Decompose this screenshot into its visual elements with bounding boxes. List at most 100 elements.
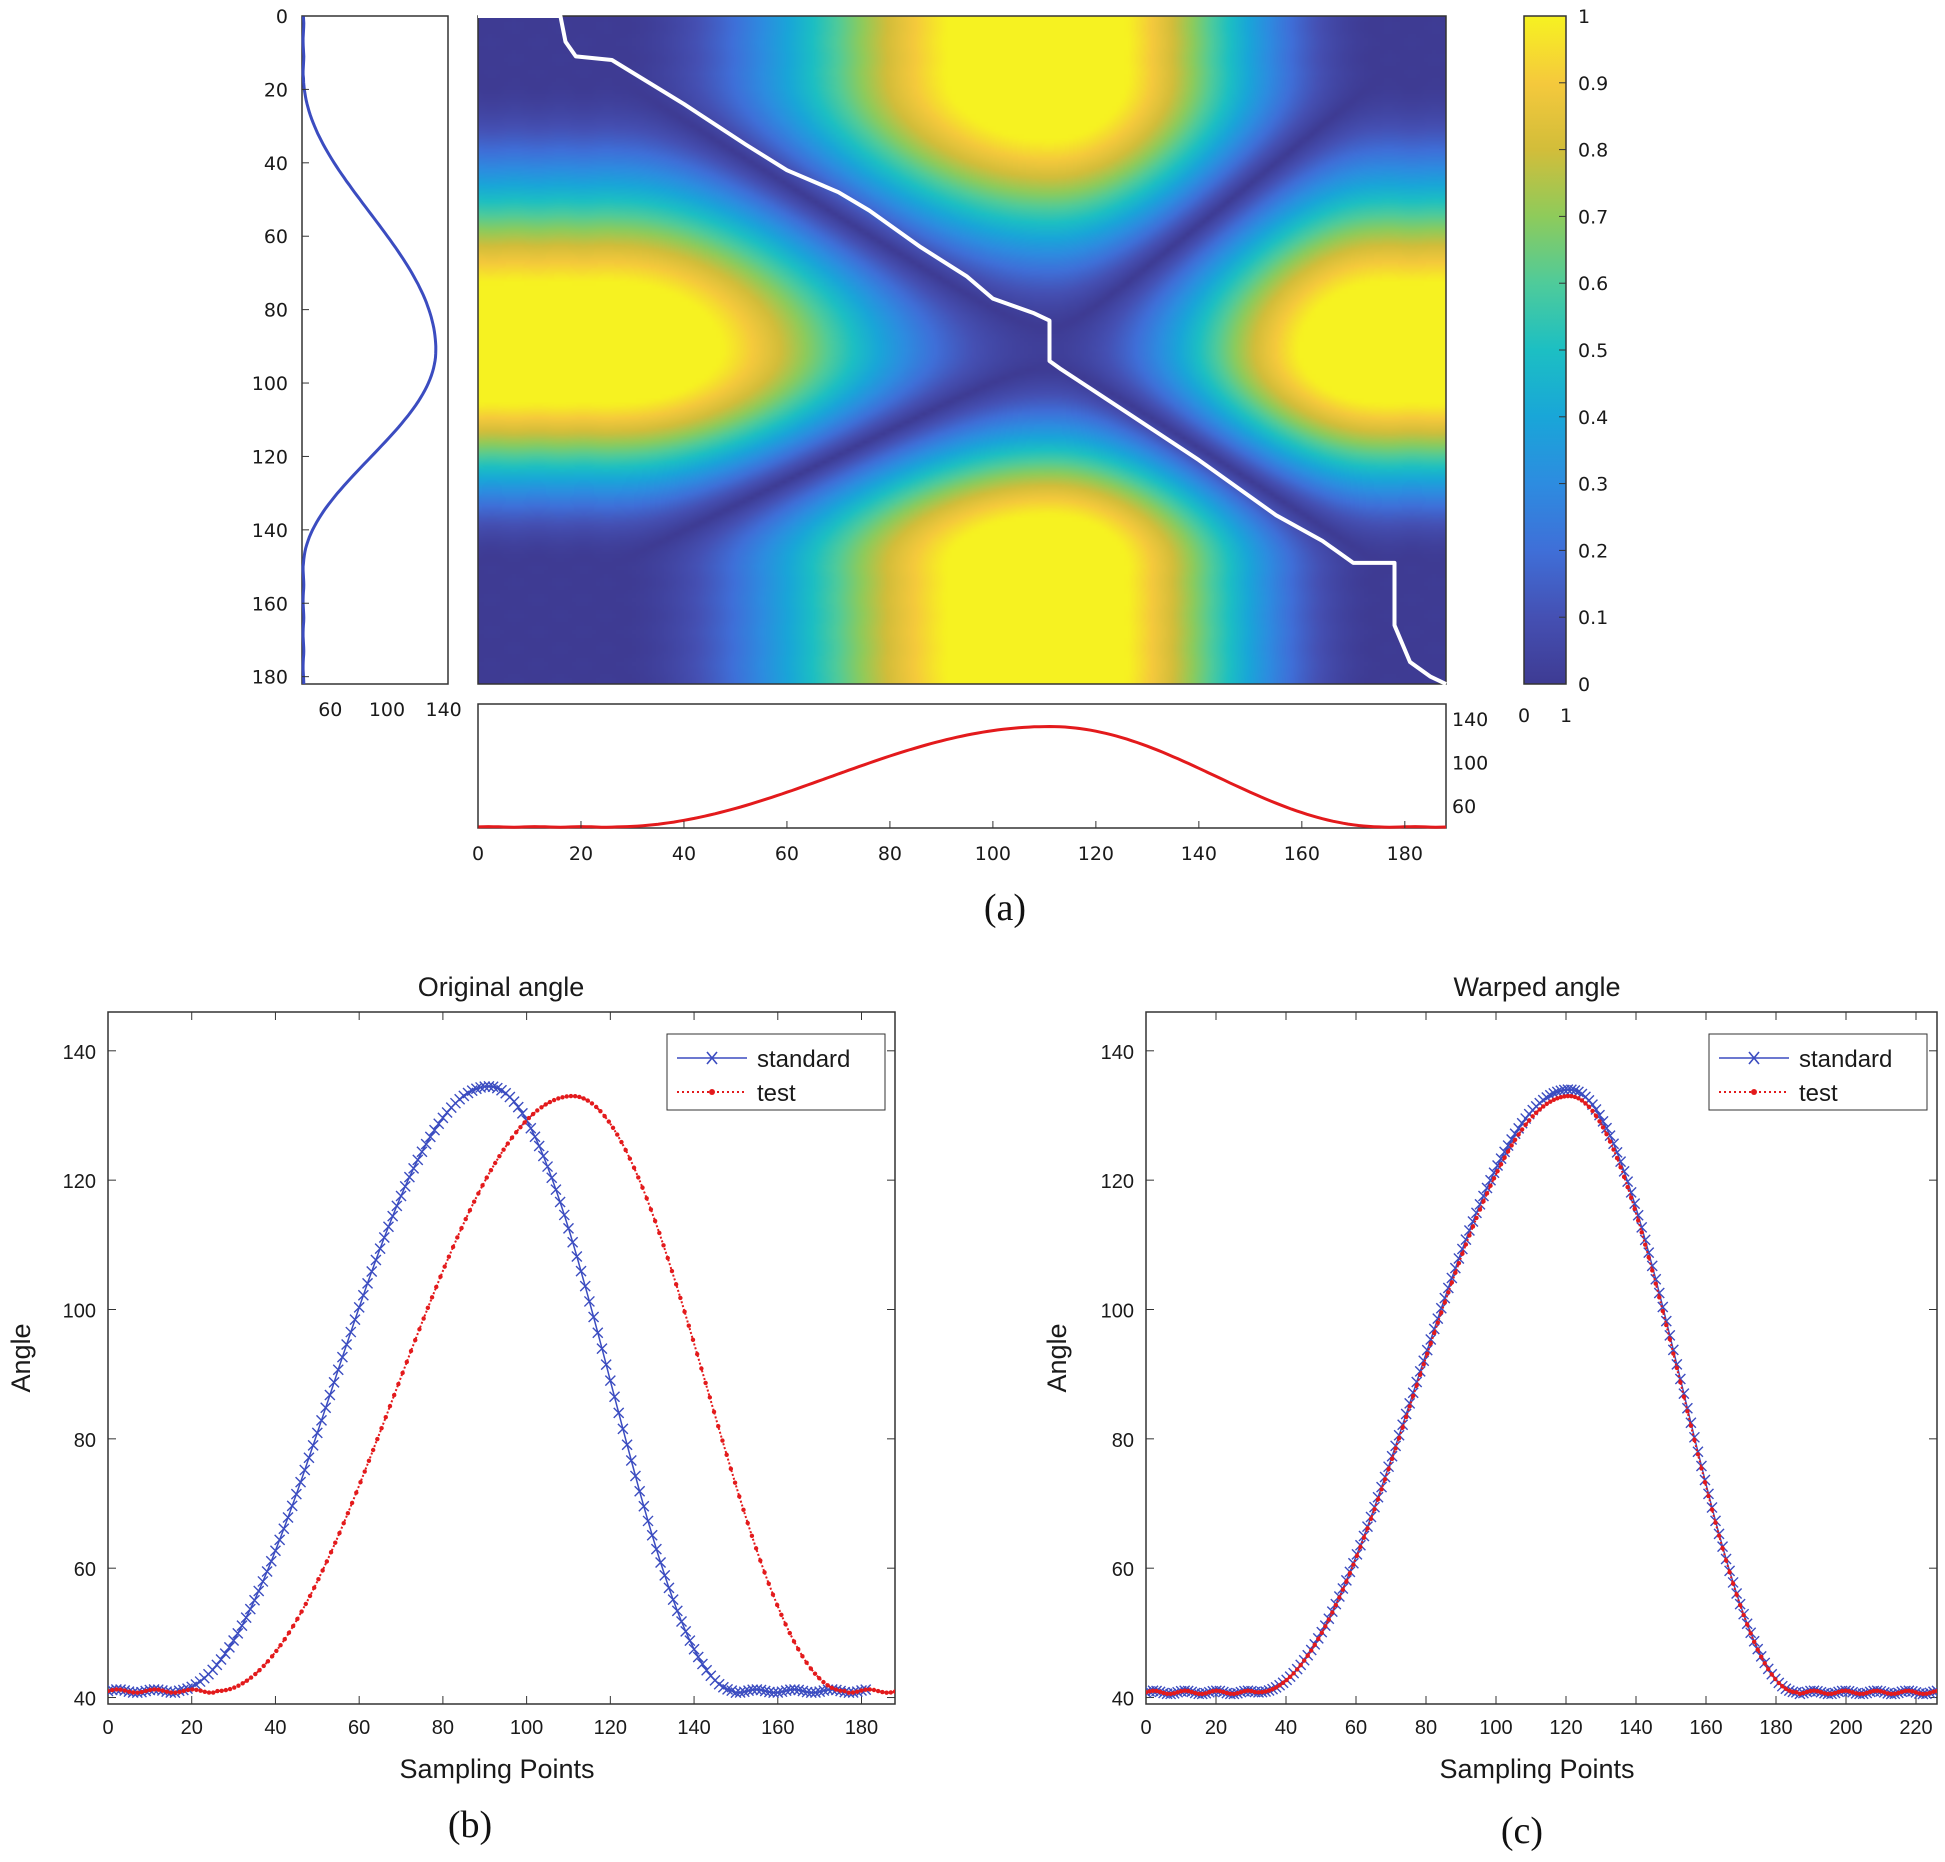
plot-c-test-point [1776, 1680, 1782, 1686]
colorbar-bottom-label-1: 1 [1560, 705, 1572, 727]
plot-b-test-point [312, 1585, 317, 1590]
plot-c-test-point [1565, 1093, 1571, 1099]
plot-b-standard-point [282, 1511, 294, 1523]
plot-b-test-point [455, 1235, 460, 1240]
plot-b-test-point [762, 1570, 767, 1575]
plot-c-test-point [1927, 1690, 1933, 1696]
plot-b-standard-point [433, 1118, 445, 1130]
plot-c-test-point [1453, 1270, 1458, 1275]
plot-b-standard-point [508, 1096, 520, 1108]
plot-c-test-point [1836, 1689, 1841, 1695]
plot-c-test-point [1217, 1688, 1223, 1694]
plot-c-test-point [1727, 1570, 1732, 1575]
plot-b-standard-point [324, 1389, 336, 1401]
plot-c-standard-point [1386, 1450, 1398, 1462]
plot-b-x-tick-label: 180 [845, 1717, 878, 1739]
plot-c-test-point [1632, 1206, 1637, 1212]
plot-b-test-point [408, 1348, 414, 1354]
plot-b-standard-point [542, 1161, 554, 1173]
plot-c-test-point [1519, 1127, 1525, 1132]
plot-b-standard-point [571, 1251, 583, 1262]
plot-c-test-point [1882, 1690, 1887, 1695]
plot-c-test-point [1562, 1094, 1567, 1099]
plot-c-standard-point [1407, 1387, 1419, 1399]
plot-c-test-point [1586, 1104, 1592, 1109]
plot-c-title: Warped angle [1453, 972, 1620, 1002]
plot-c-test-point [1576, 1096, 1581, 1101]
plot-c-test-point [1650, 1268, 1655, 1273]
plot-c-test-point [1193, 1690, 1198, 1696]
plot-b-standard-point [223, 1641, 235, 1653]
plot-c-test-point [1203, 1691, 1208, 1696]
caption-a: (a) [984, 887, 1026, 929]
plot-b-standard-point [600, 1359, 612, 1371]
plot-b-standard-point [793, 1684, 805, 1696]
plot-b-standard-point [655, 1557, 667, 1568]
plot-b-standard-point [387, 1210, 399, 1222]
colorbar-tick-label: 0.3 [1578, 474, 1608, 496]
plot-b-test-point [248, 1675, 254, 1680]
plot-b-test-point [753, 1546, 759, 1551]
plot-b-standard-point [650, 1543, 662, 1555]
plot-b-test-point [295, 1616, 300, 1622]
plot-b-test-point [282, 1636, 287, 1642]
plot-b-standard-point [303, 1452, 315, 1464]
plot-b-test-point [669, 1268, 675, 1274]
plot-b-test-point [345, 1510, 351, 1516]
plot-c-test-point [1646, 1255, 1651, 1260]
plot-c-test-point [1723, 1558, 1729, 1563]
plot-b-test-point [657, 1230, 662, 1236]
plot-c-test-point [1361, 1535, 1367, 1540]
plot-b-standard-point [244, 1603, 256, 1615]
left-profile-line [301, 15, 438, 685]
plot-c-test-point [1853, 1691, 1859, 1696]
plot-c-test-point [1593, 1113, 1599, 1119]
plot-b-test-point [177, 1689, 182, 1695]
plot-c-standard-point [1664, 1329, 1676, 1341]
plot-b-standard-point [558, 1209, 570, 1221]
plot-b-standard-point [437, 1112, 449, 1124]
caption-b: (b) [448, 1804, 492, 1846]
plot-b-test-point [577, 1094, 582, 1100]
plot-c-x-tick-label: 0 [1140, 1717, 1151, 1739]
plot-c-test-point [1284, 1677, 1289, 1683]
plot-c-ylabel: Angle [1042, 1323, 1072, 1392]
plot-b-test-point [497, 1153, 502, 1159]
plot-b-test-point [737, 1494, 742, 1499]
plot-b-test-point [278, 1643, 283, 1648]
plot-b-test-point [825, 1683, 830, 1688]
plot-c-test-point [1695, 1452, 1701, 1457]
plot-c-test-point [1302, 1658, 1307, 1663]
plot-c-test-point [1277, 1683, 1282, 1688]
plot-b-test-point [164, 1689, 170, 1694]
plot-b-standard-point [667, 1594, 679, 1606]
plot-b-test-point [522, 1120, 527, 1125]
plot-b-test-point [320, 1568, 325, 1573]
plot-c-test-point [1660, 1308, 1665, 1314]
plot-b-test-point [694, 1351, 700, 1357]
plot-c-test-point [1839, 1688, 1845, 1694]
colorbar-tick-label: 0.6 [1578, 273, 1608, 295]
plot-b-standard-point [353, 1301, 365, 1313]
plot-c-test-point [1709, 1507, 1715, 1512]
plot-b-test-point [501, 1147, 506, 1152]
plot-c-test-point [1354, 1553, 1360, 1559]
plot-c-test-point [1228, 1691, 1233, 1697]
plot-b-test-point [375, 1436, 380, 1442]
plot-b-test-point [110, 1687, 115, 1693]
plot-c-test-point [1569, 1093, 1574, 1099]
plot-c-test-point [1231, 1691, 1237, 1697]
plot-b-test-point [257, 1668, 262, 1673]
colorbar-tick-label: 0.7 [1578, 206, 1608, 228]
bottom-x-axis: 0 20 40 60 80 100 120 140 160 180 [472, 821, 1423, 865]
plot-c-test-point [1294, 1667, 1300, 1672]
plot-b-test-point [219, 1688, 224, 1693]
plot-b-test-point [661, 1243, 666, 1248]
plot-c-test-point [1579, 1098, 1585, 1103]
plot-b-test-point [779, 1612, 784, 1618]
plot-c-test-point [1832, 1690, 1838, 1696]
bottom-profile-line [477, 724, 1447, 829]
plot-c-test-point [1871, 1688, 1876, 1694]
bottom-x-tick-label: 20 [569, 843, 593, 865]
